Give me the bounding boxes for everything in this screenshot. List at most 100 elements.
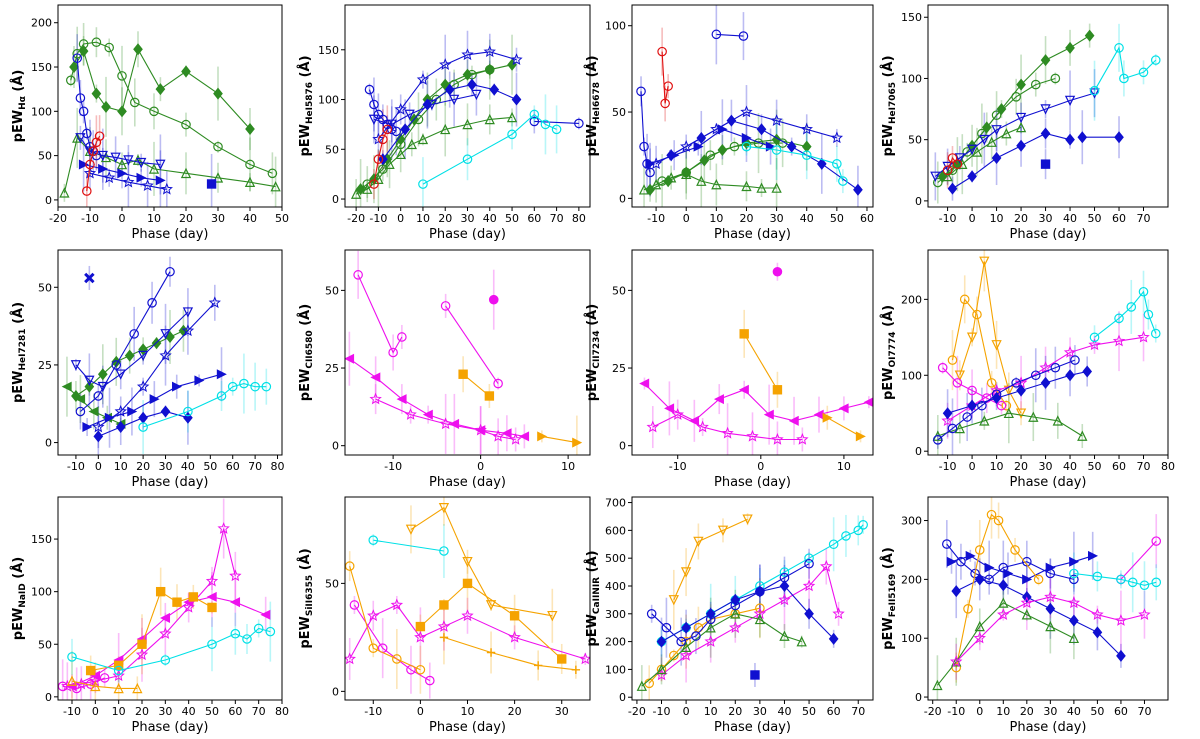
series-line-orange — [959, 261, 1022, 414]
x-tick-label: 30 — [1039, 460, 1053, 473]
data-point-cyan — [253, 623, 264, 634]
data-point-orange — [113, 660, 124, 670]
data-point-blue — [717, 124, 728, 135]
y-tick-label: 150 — [31, 533, 52, 546]
x-tick-label: 40 — [1063, 460, 1077, 473]
data-point-magenta — [738, 384, 749, 395]
data-point-cyan — [1150, 55, 1161, 65]
x-tick-label: -10 — [63, 705, 81, 718]
x-tick-label: 10 — [704, 705, 718, 718]
data-point-blue — [998, 579, 1009, 592]
data-point-green — [116, 158, 128, 170]
data-point-cyan — [741, 141, 752, 152]
data-point-orange — [345, 561, 355, 571]
data-point-green — [267, 168, 278, 179]
data-point-orange — [993, 515, 1004, 526]
y-axis-label: pEWCaIINIR (Å) — [584, 550, 602, 646]
data-point-cyan — [1151, 577, 1162, 588]
data-point-green — [406, 138, 417, 150]
data-point-green — [245, 159, 255, 170]
x-tick-label: 0 — [683, 705, 690, 718]
data-point-blue — [756, 123, 767, 136]
series-line-orange — [443, 636, 576, 671]
x-axis-label: Phase (day) — [714, 475, 791, 490]
data-point-blue — [1089, 88, 1100, 99]
data-point-green — [165, 330, 175, 343]
x-tick-label: 50 — [205, 705, 219, 718]
series-line-magenta — [62, 677, 105, 689]
x-tick-label: 50 — [505, 212, 519, 225]
data-point-green — [954, 422, 966, 434]
data-point-blue — [942, 407, 953, 420]
data-point-green — [991, 110, 1002, 120]
data-point-cyan — [1138, 286, 1149, 297]
data-point-green — [124, 349, 135, 362]
data-point-blue — [1040, 104, 1051, 115]
y-axis-label: pEWHeI7065 (Å) — [880, 55, 898, 156]
data-point-blue — [984, 562, 995, 573]
data-point-blue — [991, 152, 1002, 165]
data-point-magenta — [388, 347, 398, 358]
data-point-magenta — [229, 569, 242, 582]
x-tick-label: 30 — [158, 705, 172, 718]
data-point-blue — [669, 150, 680, 161]
x-tick-label: 40 — [1063, 212, 1077, 225]
series-line-green — [937, 412, 1083, 437]
data-point-orange — [954, 370, 966, 381]
data-point-green — [1030, 79, 1041, 90]
series-line-blue — [79, 137, 161, 166]
x-tick-label: 70 — [1137, 705, 1151, 718]
data-point-blue — [661, 622, 672, 633]
y-tick-label: 200 — [901, 293, 922, 306]
data-point-cyan — [551, 124, 562, 135]
data-point-cyan — [230, 628, 241, 639]
data-point-green — [350, 188, 362, 199]
series-line-cyan — [142, 383, 267, 428]
data-point-magenta — [996, 400, 1007, 411]
data-point-blue — [78, 106, 89, 117]
data-point-green — [462, 118, 473, 130]
data-point-green — [69, 61, 79, 74]
data-point-green — [1021, 609, 1032, 620]
x-tick-label: 0 — [969, 460, 976, 473]
data-point-blue — [483, 45, 496, 58]
data-point-blue — [1003, 568, 1014, 579]
series-line-cyan — [746, 146, 844, 182]
data-point-red — [382, 124, 393, 135]
data-point-green — [681, 167, 692, 178]
data-point-cyan — [1092, 571, 1103, 582]
data-point-green — [1052, 415, 1063, 426]
data-point-blue — [137, 350, 149, 362]
data-point-blue — [84, 272, 95, 284]
plot-area — [636, 5, 863, 207]
series-line-blue — [952, 132, 1071, 190]
data-point-red — [94, 131, 105, 141]
x-tick-label: 10 — [461, 705, 475, 718]
data-point-cyan — [1127, 577, 1138, 588]
data-point-magenta — [1091, 608, 1104, 620]
series-line-cyan — [1094, 290, 1157, 338]
y-tick-label: 50 — [38, 150, 52, 163]
data-point-green — [72, 132, 83, 143]
data-point-magenta — [679, 649, 693, 661]
data-point-magenta — [729, 621, 742, 633]
data-point-blue — [693, 141, 704, 152]
data-point-blue — [1045, 562, 1056, 573]
data-point-orange — [1010, 545, 1020, 555]
data-point-green — [395, 139, 406, 150]
plot-area — [639, 262, 873, 455]
data-point-blue — [372, 132, 385, 145]
y-tick-label: 50 — [325, 284, 339, 297]
data-point-blue — [103, 171, 116, 184]
data-point-magenta — [425, 675, 435, 686]
data-point-magenta — [390, 598, 404, 611]
panel-h: -20 -10 0 10 20 30 40 50 0 50 100 150 200 Phase (day)… — [10, 4, 289, 242]
data-point-red — [952, 159, 963, 169]
axes-frame — [344, 249, 591, 456]
data-point-orange — [739, 329, 749, 339]
x-tick-label: 60 — [1112, 460, 1126, 473]
data-point-magenta — [509, 433, 522, 445]
data-point-green — [974, 620, 985, 632]
x-tick-label: 0 — [477, 460, 484, 473]
data-point-orange — [458, 369, 468, 379]
